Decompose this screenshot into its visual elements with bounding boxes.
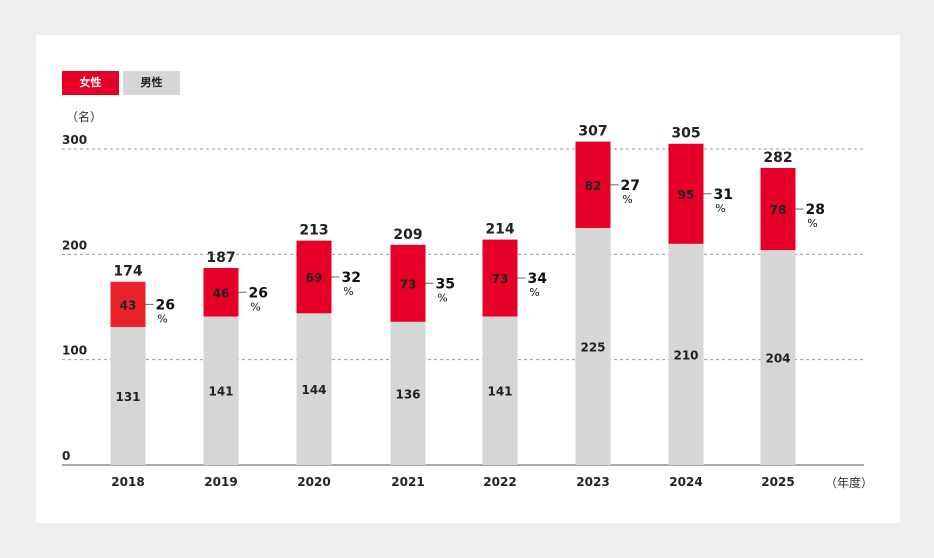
chart-card: 女性 男性 （名） （年度） 0 100 200 300 131 43 174 26% 201… (36, 35, 900, 523)
percent-sign: % (622, 193, 632, 206)
total-label: 305 (671, 126, 700, 142)
male-value-label: 141 (208, 385, 233, 399)
female-ratio-label: 26 (156, 297, 175, 313)
male-value-label: 131 (115, 390, 140, 404)
stacked-bar-chart: （名） （年度） 0 100 200 300 131 43 174 26% 2018 141 46… (62, 109, 873, 490)
male-value-label: 136 (395, 387, 420, 401)
y-axis-unit-label: （名） (66, 109, 102, 124)
bar-female (390, 244, 426, 322)
male-value-label: 141 (487, 385, 512, 399)
y-tick-label: 300 (62, 133, 87, 147)
bar-male (760, 250, 796, 465)
bar-male (575, 228, 611, 465)
bar-female (482, 239, 518, 317)
bar-female (575, 141, 611, 228)
total-label: 307 (578, 124, 607, 140)
female-value-label: 78 (770, 203, 787, 217)
total-label: 213 (299, 223, 328, 239)
x-tick-label: 2021 (391, 475, 424, 489)
percent-sign: % (343, 285, 353, 298)
x-tick-label: 2018 (111, 475, 144, 489)
legend: 女性 男性 (62, 71, 180, 95)
female-value-label: 46 (213, 286, 230, 300)
percent-sign: % (157, 312, 167, 325)
bar-female (760, 167, 796, 251)
female-ratio-label: 35 (436, 276, 455, 292)
bar-male (203, 316, 239, 465)
bar-male (482, 316, 518, 465)
y-tick-label: 100 (62, 344, 87, 358)
female-ratio-label: 26 (249, 285, 268, 301)
bar-male (390, 321, 426, 465)
bar-female (296, 240, 332, 314)
x-tick-label: 2022 (483, 475, 516, 489)
female-value-label: 73 (400, 277, 417, 291)
female-value-label: 43 (120, 298, 137, 312)
legend-male: 男性 (123, 71, 180, 95)
x-tick-label: 2025 (761, 475, 794, 489)
x-tick-label: 2020 (297, 475, 330, 489)
legend-female: 女性 (62, 71, 119, 95)
total-label: 209 (393, 227, 422, 243)
percent-sign: % (437, 291, 447, 304)
percent-sign: % (715, 202, 725, 215)
y-tick-label: 0 (62, 449, 70, 463)
percent-sign: % (250, 300, 260, 313)
female-ratio-label: 34 (528, 271, 548, 287)
bar-female (110, 281, 146, 328)
female-value-label: 95 (678, 188, 695, 202)
bar-male (668, 243, 704, 465)
female-value-label: 73 (492, 272, 509, 286)
percent-sign: % (529, 286, 539, 299)
total-label: 214 (485, 222, 514, 238)
bar-male (110, 327, 146, 465)
y-tick-label: 200 (62, 238, 87, 252)
total-label: 187 (206, 250, 235, 266)
female-ratio-label: 31 (714, 187, 733, 203)
male-value-label: 204 (765, 352, 790, 366)
bar-male (296, 313, 332, 465)
male-value-label: 225 (580, 341, 605, 355)
bar-female (668, 143, 704, 244)
female-ratio-label: 32 (342, 270, 361, 286)
x-tick-label: 2023 (576, 475, 609, 489)
male-value-label: 210 (673, 348, 698, 362)
female-ratio-label: 27 (621, 178, 640, 194)
x-axis-unit-label: （年度） (825, 475, 873, 490)
bar-female (203, 268, 239, 317)
female-value-label: 82 (585, 179, 602, 193)
x-tick-label: 2019 (204, 475, 237, 489)
male-value-label: 144 (301, 383, 326, 397)
female-value-label: 69 (306, 271, 323, 285)
female-ratio-label: 28 (806, 202, 825, 218)
x-tick-label: 2024 (669, 475, 702, 489)
percent-sign: % (807, 217, 817, 230)
total-label: 282 (763, 150, 792, 166)
total-label: 174 (113, 264, 142, 280)
